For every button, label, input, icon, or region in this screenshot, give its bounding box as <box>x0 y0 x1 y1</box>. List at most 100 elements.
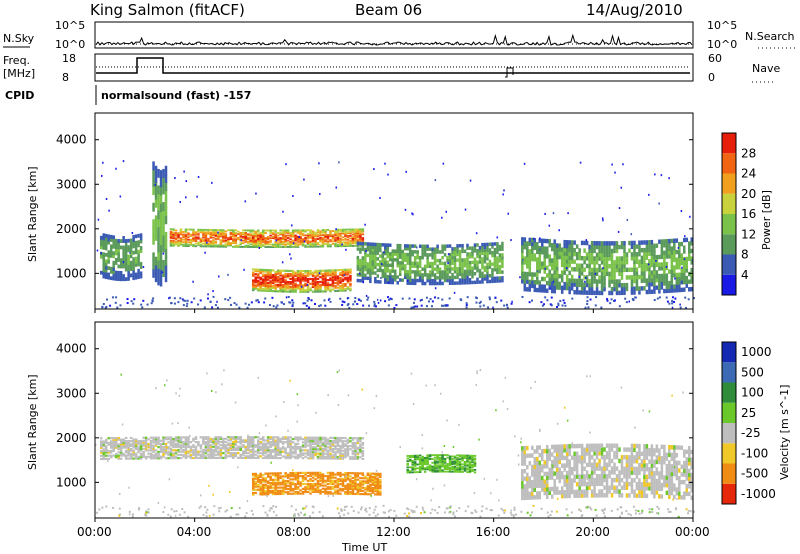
heatmap-cell <box>207 237 210 240</box>
heatmap-cell <box>276 486 280 489</box>
heatmap-cell <box>679 306 682 309</box>
heatmap-cell <box>316 487 320 490</box>
heatmap-cell <box>314 271 317 274</box>
heatmap-cell <box>683 272 686 277</box>
heatmap-cell <box>630 282 634 288</box>
heatmap-cell <box>344 268 347 271</box>
heatmap-cell <box>217 447 220 450</box>
heatmap-cell <box>162 168 165 178</box>
heatmap-cell <box>279 483 282 486</box>
heatmap-cell <box>109 234 113 239</box>
heatmap-cell <box>109 456 113 459</box>
heatmap-cell <box>256 299 259 302</box>
heatmap-cell <box>109 247 113 252</box>
heatmap-cell <box>663 269 666 275</box>
heatmap-cell <box>544 296 547 299</box>
heatmap-cell <box>134 438 138 441</box>
heatmap-cell <box>620 267 624 273</box>
heatmap-cell <box>311 484 315 487</box>
heatmap-cell <box>603 260 606 265</box>
heatmap-cell <box>214 448 218 452</box>
heatmap-cell <box>114 301 117 304</box>
heatmap-cell <box>351 456 355 459</box>
heatmap-cell <box>589 298 592 301</box>
heatmap-cell <box>316 476 320 479</box>
heatmap-cell <box>232 453 235 456</box>
heatmap-cell <box>276 444 280 447</box>
heatmap-cell <box>344 270 347 273</box>
heatmap-cell <box>268 304 271 307</box>
heatmap-cell <box>379 491 382 495</box>
heatmap-cell <box>281 436 285 439</box>
heatmap-cell <box>152 252 155 262</box>
heatmap-cell <box>331 447 335 451</box>
heatmap-cell <box>521 260 524 265</box>
heatmap-cell <box>319 280 322 284</box>
heatmap-cell <box>339 454 342 457</box>
heatmap-cell <box>167 447 170 450</box>
heatmap-cell <box>274 442 277 445</box>
heatmap-cell <box>625 267 629 273</box>
heatmap-cell <box>653 262 656 268</box>
heatmap-cell <box>314 284 317 287</box>
heatmap-cell <box>240 239 242 242</box>
heatmap-cell <box>286 491 290 494</box>
heatmap-cell <box>431 247 434 251</box>
heatmap-cell <box>578 282 581 288</box>
heatmap-cell <box>314 269 317 273</box>
heatmap-cell <box>466 246 469 251</box>
heatmap-cell <box>349 440 352 443</box>
heatmap-cell <box>638 263 641 268</box>
heatmap-cell <box>593 290 596 296</box>
heatmap-cell <box>493 265 497 269</box>
heatmap-cell <box>129 267 133 271</box>
heatmap-cell <box>349 243 352 246</box>
heatmap-cell <box>169 437 173 441</box>
heatmap-cell <box>403 244 407 248</box>
heatmap-cell <box>254 240 257 243</box>
heatmap-cell <box>179 456 183 460</box>
heatmap-cell <box>209 234 213 236</box>
heatmap-cell <box>238 306 241 309</box>
heatmap-cell <box>359 267 362 271</box>
heatmap-cell <box>660 239 664 244</box>
heatmap-cell <box>229 447 233 450</box>
heatmap-cell <box>281 442 285 445</box>
heatmap-cell <box>107 253 110 258</box>
heatmap-cell <box>192 229 195 232</box>
heatmap-cell <box>259 238 262 241</box>
heatmap-cell <box>244 246 247 248</box>
heatmap-cell <box>412 301 415 304</box>
heatmap-cell <box>264 478 267 482</box>
heatmap-cell <box>346 271 350 274</box>
heatmap-cell <box>159 442 163 446</box>
heatmap-cell <box>595 271 599 277</box>
heatmap-cell <box>139 265 143 269</box>
heatmap-cell <box>242 439 245 442</box>
heatmap-cell <box>184 439 188 442</box>
heatmap-cell <box>311 274 315 277</box>
heatmap-cell <box>603 248 606 254</box>
heatmap-cell <box>570 259 574 264</box>
heatmap-cell <box>127 440 130 443</box>
heatmap-cell <box>119 274 123 278</box>
heatmap-cell <box>648 278 651 283</box>
heatmap-cell <box>364 477 367 480</box>
heatmap-cell <box>239 233 243 236</box>
heatmap-cell <box>286 269 290 272</box>
heatmap-cell <box>349 245 352 247</box>
heatmap-cell <box>359 239 362 242</box>
heatmap-cell <box>341 456 345 459</box>
heatmap-cell <box>653 277 656 283</box>
heatmap-cell <box>341 446 345 449</box>
heatmap-cell <box>329 270 332 274</box>
heatmap-cell <box>244 237 247 239</box>
heatmap-cell <box>154 174 158 183</box>
heatmap-cell <box>129 263 133 268</box>
heatmap-cell <box>184 245 188 247</box>
heatmap-cell <box>169 450 173 453</box>
heatmap-cell <box>663 288 666 294</box>
heatmap-cell <box>114 257 118 262</box>
heatmap-cell <box>615 286 619 292</box>
heatmap-cell <box>112 254 115 259</box>
